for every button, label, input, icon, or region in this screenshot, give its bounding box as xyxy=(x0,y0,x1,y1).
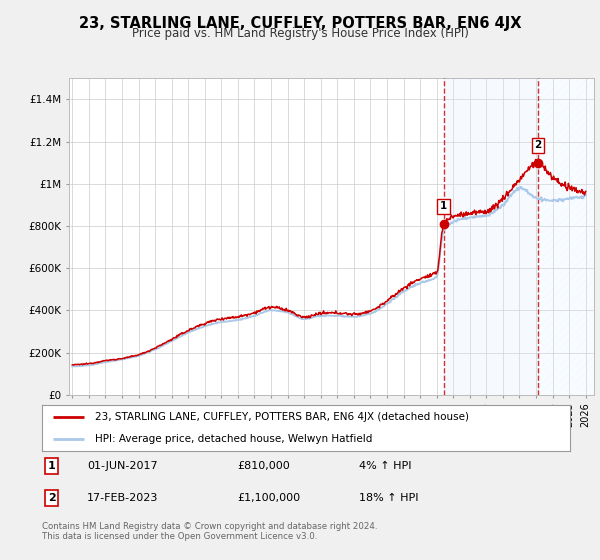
Text: HPI: Average price, detached house, Welwyn Hatfield: HPI: Average price, detached house, Welw… xyxy=(95,435,372,444)
Text: 2: 2 xyxy=(535,140,542,150)
Text: 18% ↑ HPI: 18% ↑ HPI xyxy=(359,493,418,503)
Text: This data is licensed under the Open Government Licence v3.0.: This data is licensed under the Open Gov… xyxy=(42,532,317,541)
Text: 01-JUN-2017: 01-JUN-2017 xyxy=(87,461,158,471)
Text: 4% ↑ HPI: 4% ↑ HPI xyxy=(359,461,412,471)
Text: 23, STARLING LANE, CUFFLEY, POTTERS BAR, EN6 4JX: 23, STARLING LANE, CUFFLEY, POTTERS BAR,… xyxy=(79,16,521,31)
Bar xyxy=(538,78,594,395)
Text: 1: 1 xyxy=(440,201,447,211)
Bar xyxy=(443,78,538,395)
Text: £810,000: £810,000 xyxy=(238,461,290,471)
Text: £1,100,000: £1,100,000 xyxy=(238,493,301,503)
Text: 2: 2 xyxy=(47,493,55,503)
Text: Contains HM Land Registry data © Crown copyright and database right 2024.: Contains HM Land Registry data © Crown c… xyxy=(42,522,377,531)
Text: Price paid vs. HM Land Registry's House Price Index (HPI): Price paid vs. HM Land Registry's House … xyxy=(131,27,469,40)
Text: 17-FEB-2023: 17-FEB-2023 xyxy=(87,493,158,503)
Text: 23, STARLING LANE, CUFFLEY, POTTERS BAR, EN6 4JX (detached house): 23, STARLING LANE, CUFFLEY, POTTERS BAR,… xyxy=(95,412,469,422)
Text: 1: 1 xyxy=(47,461,55,471)
